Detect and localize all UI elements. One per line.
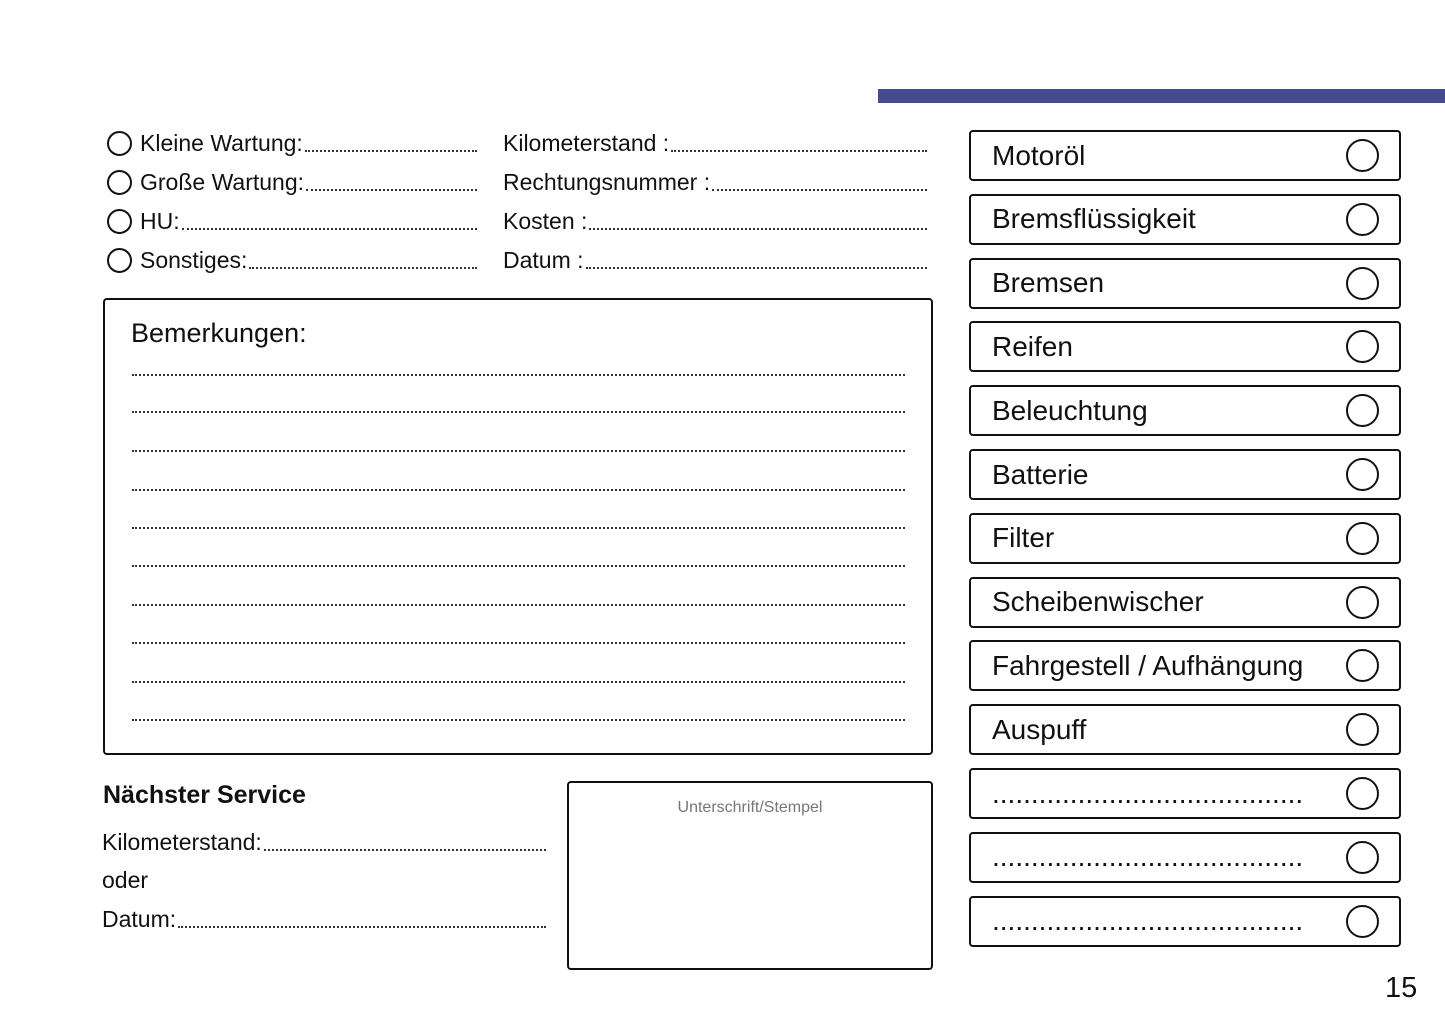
- checkbox-circle-icon[interactable]: [1346, 139, 1379, 172]
- detail-line[interactable]: [712, 189, 927, 191]
- checkbox-circle-icon[interactable]: [1346, 458, 1379, 491]
- detail-label: Rechtungsnummer :: [503, 169, 711, 195]
- remarks-box[interactable]: Bemerkungen:: [103, 298, 933, 755]
- page-number: 15: [1385, 972, 1418, 1004]
- checklist-label: Filter: [992, 522, 1055, 554]
- radio-circle-icon[interactable]: [107, 130, 132, 156]
- checkbox-circle-icon[interactable]: [1346, 840, 1379, 874]
- next-date-field[interactable]: Datum:: [102, 905, 546, 933]
- remarks-line[interactable]: [132, 411, 905, 413]
- detail-label: Kosten :: [503, 208, 588, 234]
- next-km-field[interactable]: Kilometerstand:: [102, 828, 546, 856]
- next-service-title: Nächster Service: [103, 781, 306, 809]
- remarks-line[interactable]: [132, 489, 905, 491]
- next-date-label: Datum:: [102, 906, 177, 932]
- checkbox-circle-icon[interactable]: [1346, 904, 1379, 938]
- detail-field[interactable]: Rechtungsnummer :: [503, 168, 927, 196]
- checklist-label: Bremsen: [992, 267, 1105, 299]
- remarks-line[interactable]: [132, 681, 905, 683]
- checkbox-circle-icon[interactable]: [1346, 266, 1379, 300]
- service-type-label: Kleine Wartung:: [140, 130, 303, 156]
- detail-label: Kilometerstand :: [503, 130, 670, 156]
- remarks-line[interactable]: [132, 374, 905, 376]
- signature-label: Unterschrift/Stempel: [677, 799, 823, 816]
- checkbox-circle-icon[interactable]: [1346, 330, 1379, 364]
- detail-line[interactable]: [585, 267, 927, 269]
- checklist-label: ........................................: [992, 777, 1304, 809]
- checkbox-circle-icon[interactable]: [1346, 521, 1379, 555]
- next-km-line[interactable]: [263, 849, 546, 851]
- or-label: oder: [102, 867, 149, 893]
- remarks-line[interactable]: [132, 527, 905, 529]
- checkbox-circle-icon[interactable]: [1346, 713, 1379, 747]
- or-text: oder: [102, 866, 302, 894]
- remarks-line[interactable]: [132, 450, 905, 452]
- checklist-item[interactable]: Bremsen: [969, 257, 1401, 309]
- service-type-option[interactable]: HU:: [107, 207, 477, 235]
- checklist-item[interactable]: Batterie: [969, 449, 1401, 500]
- header-accent-bar: [878, 89, 1445, 103]
- checkbox-circle-icon[interactable]: [1346, 585, 1379, 619]
- checklist-label: Bremsflüssigkeit: [992, 203, 1196, 235]
- checklist-item[interactable]: Reifen: [969, 321, 1401, 373]
- checklist-item[interactable]: ........................................: [969, 768, 1401, 819]
- detail-field[interactable]: Datum :: [503, 246, 927, 274]
- service-type-line[interactable]: [181, 228, 477, 230]
- service-type-option[interactable]: Kleine Wartung:: [107, 129, 477, 157]
- next-km-label: Kilometerstand:: [102, 829, 262, 855]
- checklist-item[interactable]: Motoröl: [969, 130, 1401, 181]
- service-type-line[interactable]: [304, 150, 477, 152]
- checklist-label: Auspuff: [992, 713, 1087, 745]
- remarks-line[interactable]: [132, 642, 905, 644]
- checklist-item[interactable]: Scheibenwischer: [969, 576, 1401, 628]
- signature-box[interactable]: Unterschrift/Stempel: [567, 781, 933, 970]
- checklist-item[interactable]: Filter: [969, 512, 1401, 564]
- checklist-label: Scheibenwischer: [992, 586, 1204, 618]
- next-date-line[interactable]: [178, 926, 546, 928]
- checklist-label: Reifen: [992, 330, 1073, 362]
- checklist-item[interactable]: Beleuchtung: [969, 385, 1401, 437]
- service-type-option[interactable]: Große Wartung:: [107, 168, 477, 196]
- checkbox-circle-icon[interactable]: [1346, 649, 1379, 683]
- checklist-item[interactable]: ........................................: [969, 831, 1401, 883]
- radio-circle-icon[interactable]: [107, 208, 132, 234]
- radio-circle-icon[interactable]: [107, 247, 132, 273]
- remarks-title: Bemerkungen:: [131, 318, 307, 348]
- service-type-line[interactable]: [306, 189, 477, 191]
- service-type-line[interactable]: [249, 267, 477, 269]
- service-type-label: HU:: [140, 208, 180, 234]
- checklist-label: Beleuchtung: [992, 394, 1148, 426]
- service-type-label: Große Wartung:: [140, 169, 305, 195]
- checklist-item[interactable]: ........................................: [969, 895, 1401, 947]
- checklist-label: ........................................: [992, 905, 1304, 937]
- service-type-option[interactable]: Sonstiges:: [107, 246, 477, 274]
- detail-line[interactable]: [589, 228, 927, 230]
- checklist-label: Batterie: [992, 458, 1089, 490]
- detail-line[interactable]: [671, 150, 927, 152]
- checkbox-circle-icon[interactable]: [1346, 777, 1379, 810]
- remarks-line[interactable]: [132, 719, 905, 721]
- detail-field[interactable]: Kilometerstand :: [503, 129, 927, 157]
- checklist-item[interactable]: Auspuff: [969, 704, 1401, 756]
- checklist-item[interactable]: Fahrgestell / Aufhängung: [969, 640, 1401, 692]
- remarks-line[interactable]: [132, 604, 905, 606]
- checklist-label: ........................................: [992, 841, 1304, 873]
- checklist-label: Motoröl: [992, 139, 1086, 171]
- checklist-item[interactable]: Bremsflüssigkeit: [969, 193, 1401, 245]
- detail-field[interactable]: Kosten :: [503, 207, 927, 235]
- checklist-label: Fahrgestell / Aufhängung: [992, 649, 1304, 681]
- radio-circle-icon[interactable]: [107, 169, 132, 195]
- detail-label: Datum :: [503, 247, 584, 273]
- service-type-label: Sonstiges:: [140, 247, 248, 273]
- remarks-line[interactable]: [132, 565, 905, 567]
- checkbox-circle-icon[interactable]: [1346, 394, 1379, 428]
- checkbox-circle-icon[interactable]: [1346, 202, 1379, 236]
